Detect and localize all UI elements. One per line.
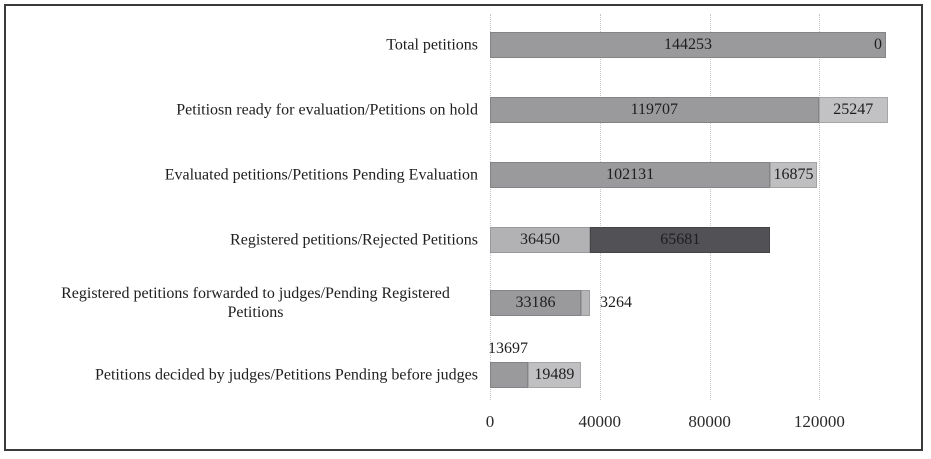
category-label: Registered petitions/Rejected Petitions [230, 231, 478, 249]
bar-value-label: 36450 [520, 231, 561, 248]
category-label: Total petitions [386, 36, 478, 54]
gridline [490, 14, 491, 400]
bar-value-label: 144253 [663, 36, 712, 53]
category-label: Registered petitions forwarded to judges… [61, 285, 450, 321]
category-label: Petitions decided by judges/Petitions Pe… [94, 366, 478, 384]
bar-value-label: 0 [873, 36, 882, 53]
bar-segment: 33186 [490, 290, 582, 316]
bar-value-label: 3264 [600, 294, 633, 311]
bar-segment: 16875 [770, 162, 817, 188]
bar-segment [490, 362, 528, 388]
gridline [709, 14, 711, 400]
bar-value-label: 119707 [630, 101, 678, 118]
bar-value-label: 65681 [660, 231, 701, 248]
bar-segment: 144253 [490, 32, 886, 58]
bar-segment: 119707 [490, 97, 819, 123]
bar-segment: 19489 [527, 362, 582, 388]
x-tick-label: 40000 [578, 412, 622, 431]
chart-frame: 144253 0 119707 25247 102131 16875 36450 65681 3… [4, 4, 923, 451]
bar-value-label: 13697 [488, 340, 528, 357]
bar-segment: 25247 [818, 97, 888, 123]
bar-segment: 102131 [490, 162, 771, 188]
bar-segment [581, 290, 591, 316]
stacked-bar-chart: 144253 0 119707 25247 102131 16875 36450 65681 3… [6, 6, 921, 449]
bar-value-label: 16875 [773, 166, 814, 183]
category-label: Evaluated petitions/Petitions Pending Ev… [164, 166, 478, 184]
bar-value-label: 33186 [515, 294, 556, 311]
category-label: Petitiosn ready for evaluation/Petitions… [176, 101, 478, 119]
x-tick-label: 80000 [688, 412, 731, 431]
gridline [599, 14, 601, 400]
gridline [819, 14, 821, 400]
bar-value-label: 25247 [833, 101, 874, 118]
bar-segment: 36450 [490, 227, 591, 253]
bar-value-label: 19489 [534, 366, 575, 383]
bar-segment: 65681 [590, 227, 771, 253]
x-tick-label: 120000 [793, 412, 845, 431]
bar-value-label: 102131 [606, 166, 655, 183]
x-tick-label: 0 [485, 412, 495, 431]
